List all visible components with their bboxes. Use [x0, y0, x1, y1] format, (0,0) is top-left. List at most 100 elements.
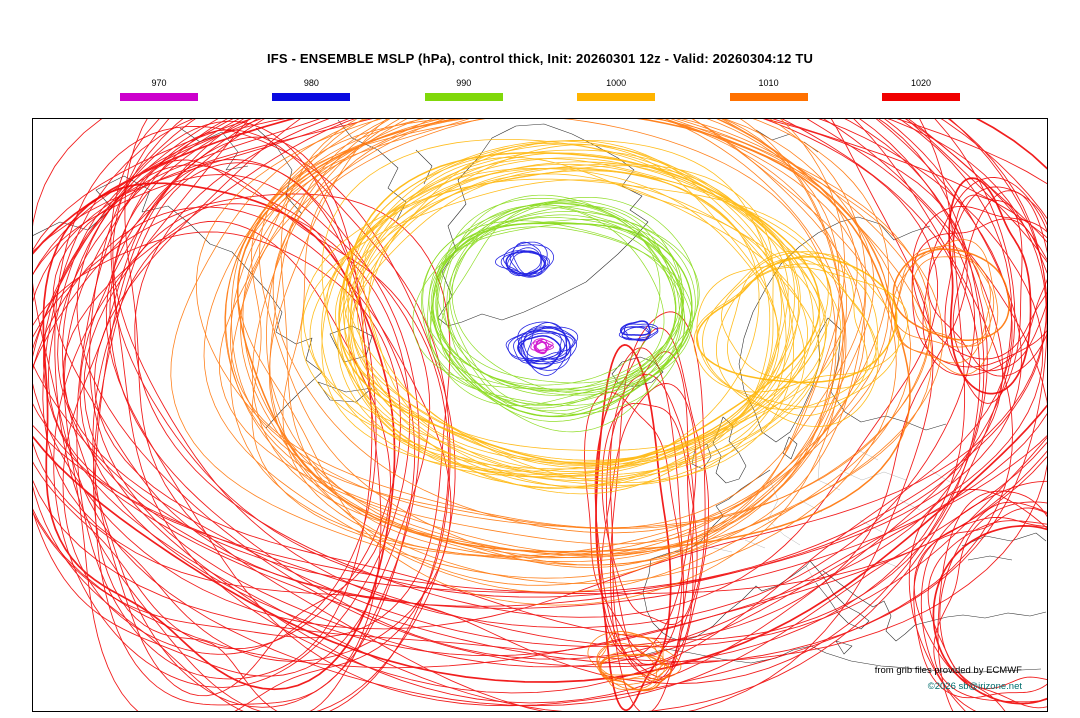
contour-member — [342, 139, 806, 489]
contour-member — [321, 157, 833, 486]
legend-swatch — [272, 93, 351, 101]
contour-member — [621, 323, 659, 341]
legend-swatch — [881, 93, 960, 101]
contour-cluster-970 — [530, 338, 554, 355]
contour-member — [600, 383, 697, 658]
contour-member — [619, 320, 651, 336]
contour-member — [83, 119, 1016, 704]
contour-member — [451, 205, 677, 394]
contour-member — [500, 251, 549, 277]
contour-member — [134, 119, 939, 618]
legend-item-990: 990 — [424, 78, 503, 101]
contour-member — [432, 222, 693, 418]
contour-member — [892, 248, 1010, 341]
contour-member — [412, 226, 694, 391]
contour-member — [507, 247, 542, 277]
contour-member — [76, 119, 966, 668]
contour-member — [110, 119, 1013, 694]
contour-member — [348, 173, 808, 478]
contour-member — [693, 266, 909, 393]
contour-member — [352, 163, 774, 466]
contour-member — [601, 402, 698, 625]
contour-cluster-1020 — [911, 177, 1047, 404]
contour-member — [427, 222, 692, 405]
contour-member — [33, 119, 1047, 630]
chart-title: IFS - ENSEMBLE MSLP (hPa), control thick… — [266, 51, 814, 66]
contour-cluster-1000 — [300, 139, 842, 495]
legend-label: 990 — [456, 78, 472, 88]
contour-member — [443, 194, 676, 396]
contour-member — [430, 201, 685, 415]
contour-member — [948, 177, 1032, 395]
contour-member — [913, 516, 1047, 699]
contour-cluster-980 — [505, 321, 579, 376]
contour-member — [242, 119, 847, 556]
credits: from grib files provided by ECMWF ©2026 … — [875, 663, 1022, 695]
contour-member — [518, 332, 570, 365]
contour-member — [42, 182, 396, 691]
contour-member — [944, 194, 1023, 404]
contour-member — [280, 119, 890, 559]
contour-member — [530, 339, 554, 351]
contour-member — [623, 325, 659, 340]
contour-member — [597, 631, 662, 680]
contour-member — [937, 490, 1047, 711]
contour-member — [439, 199, 683, 433]
contour-member — [33, 174, 431, 677]
contour-member — [57, 119, 1047, 609]
contour-member — [33, 119, 1047, 683]
contour-cluster-1020 — [908, 480, 1047, 711]
contour-member — [911, 205, 1047, 360]
contour-member — [891, 245, 995, 348]
contour-member — [63, 129, 451, 711]
contour-member — [696, 253, 900, 408]
contour-cluster-1010 — [170, 119, 944, 606]
contour-member — [610, 311, 706, 711]
contour-member — [92, 220, 391, 697]
contour-member — [895, 247, 991, 364]
contour-member — [349, 167, 780, 487]
contour-member — [927, 520, 1047, 690]
contour-member — [952, 190, 1047, 372]
contour-member — [302, 178, 829, 470]
contour-member — [33, 119, 1047, 707]
contour-cluster-990 — [412, 194, 700, 433]
legend-swatch — [577, 93, 656, 101]
contour-member — [33, 119, 1047, 648]
country-borders — [699, 449, 951, 584]
legend-item-980: 980 — [272, 79, 351, 101]
contour-member — [435, 196, 699, 412]
contour-member — [92, 162, 420, 711]
contour-member — [269, 119, 840, 559]
contour-member — [449, 204, 683, 407]
contour-member — [598, 644, 665, 676]
coastline-europe — [642, 469, 1047, 655]
contour-member — [432, 203, 661, 386]
legend-item-970: 970 — [120, 79, 198, 101]
contour-member — [621, 326, 651, 342]
contour-member — [218, 119, 944, 555]
contour-member — [230, 119, 866, 529]
credit-source: from grib files provided by ECMWF — [874, 665, 1022, 676]
contour-member — [251, 119, 858, 557]
contour-member — [237, 119, 844, 606]
contour-member — [230, 119, 846, 563]
contour-cluster-1000 — [693, 250, 909, 428]
contour-member — [282, 119, 837, 557]
contour-member — [268, 119, 897, 584]
contour-member — [345, 140, 794, 484]
contour-member — [33, 193, 451, 639]
contour-member — [326, 152, 789, 472]
contour-member — [52, 119, 1004, 607]
contour-member — [33, 119, 1047, 662]
contour-member — [368, 144, 801, 461]
contour-member — [721, 258, 877, 390]
contour-cluster-1010 — [891, 239, 1010, 376]
contour-member — [509, 251, 547, 278]
contour-member — [939, 501, 1047, 711]
legend-item-1020: 1020 — [881, 79, 960, 101]
contour-member — [518, 325, 568, 362]
